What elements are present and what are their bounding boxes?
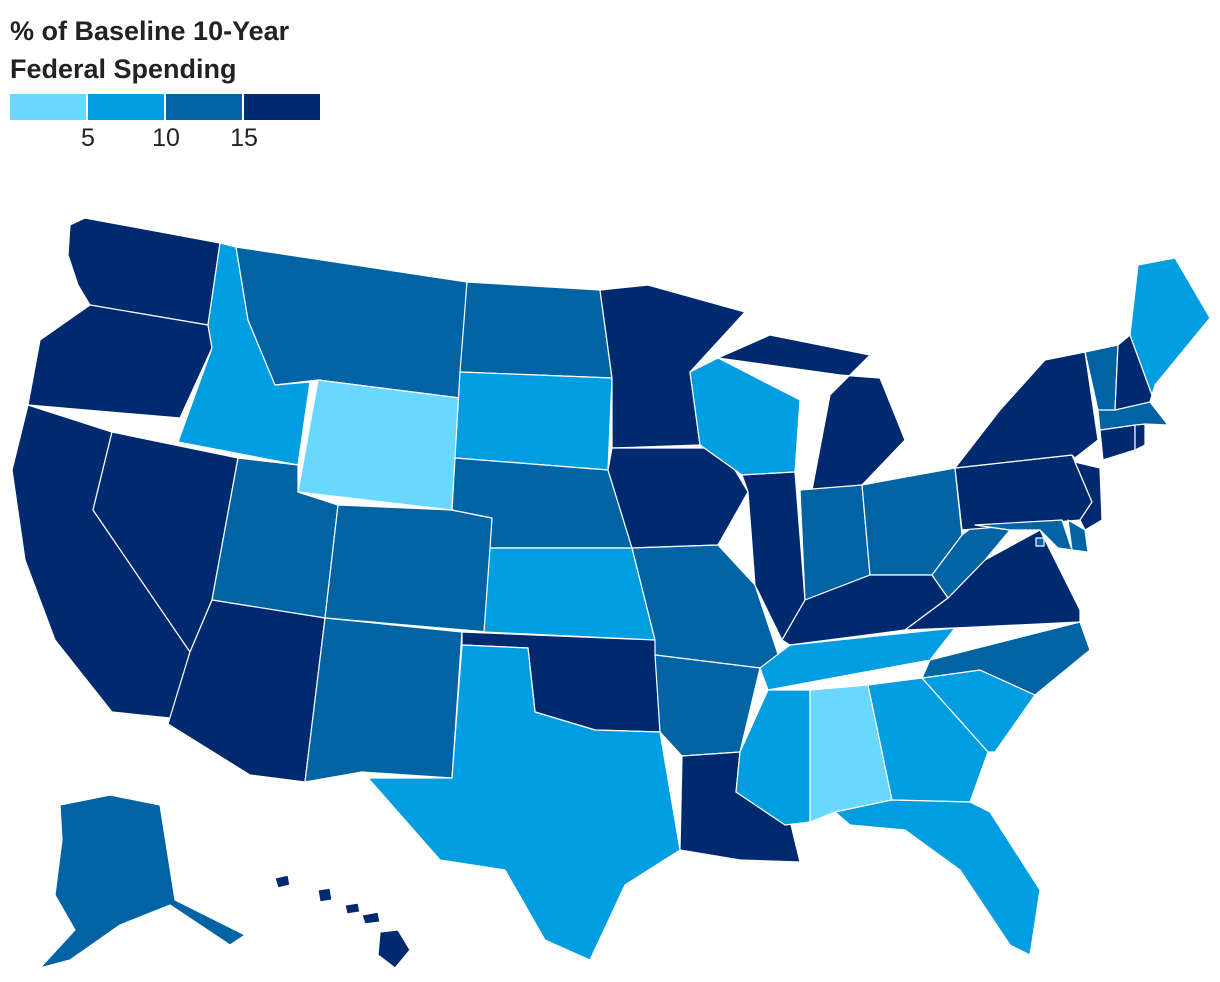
state-colorado[interactable] bbox=[324, 504, 493, 633]
legend-title-line2: Federal Spending bbox=[10, 54, 237, 84]
state-district-of-columbia[interactable] bbox=[1035, 537, 1045, 547]
legend-swatch-bin-1 bbox=[88, 94, 164, 120]
legend-swatch-bin-2 bbox=[166, 94, 242, 120]
map-legend: % of Baseline 10-Year Federal Spending 5… bbox=[10, 12, 330, 152]
legend-color-bar bbox=[10, 94, 320, 120]
state-georgia[interactable] bbox=[867, 677, 989, 803]
state-maine[interactable] bbox=[1129, 257, 1211, 396]
legend-swatch-bin-0 bbox=[10, 94, 86, 120]
state-rhode-island[interactable] bbox=[1134, 423, 1146, 451]
state-texas[interactable] bbox=[367, 644, 681, 961]
legend-title-line1: % of Baseline 10-Year bbox=[10, 16, 290, 46]
state-new-mexico[interactable] bbox=[304, 617, 463, 783]
state-wyoming[interactable] bbox=[297, 379, 461, 511]
state-arkansas[interactable] bbox=[654, 654, 761, 757]
state-new-hampshire[interactable] bbox=[1114, 334, 1153, 411]
legend-ticks: 5 10 15 bbox=[10, 120, 330, 152]
legend-tick-15: 15 bbox=[230, 124, 258, 152]
state-tennessee[interactable] bbox=[759, 627, 956, 691]
state-montana[interactable] bbox=[235, 246, 468, 399]
state-maryland[interactable] bbox=[974, 519, 1073, 551]
state-connecticut[interactable] bbox=[1099, 424, 1136, 461]
us-choropleth-map bbox=[11, 217, 1211, 969]
legend-tick-5: 5 bbox=[81, 124, 95, 152]
legend-tick-10: 10 bbox=[152, 124, 180, 152]
state-kansas[interactable] bbox=[483, 547, 656, 641]
state-south-dakota[interactable] bbox=[454, 371, 613, 471]
state-new-york[interactable] bbox=[954, 351, 1099, 469]
state-north-dakota[interactable] bbox=[459, 281, 613, 379]
legend-swatch-bin-3 bbox=[244, 94, 320, 120]
state-alaska[interactable] bbox=[39, 794, 246, 969]
state-florida[interactable] bbox=[834, 799, 1041, 956]
state-delaware[interactable] bbox=[1067, 519, 1089, 553]
state-oregon[interactable] bbox=[27, 304, 213, 419]
state-hawaii[interactable] bbox=[274, 874, 411, 969]
